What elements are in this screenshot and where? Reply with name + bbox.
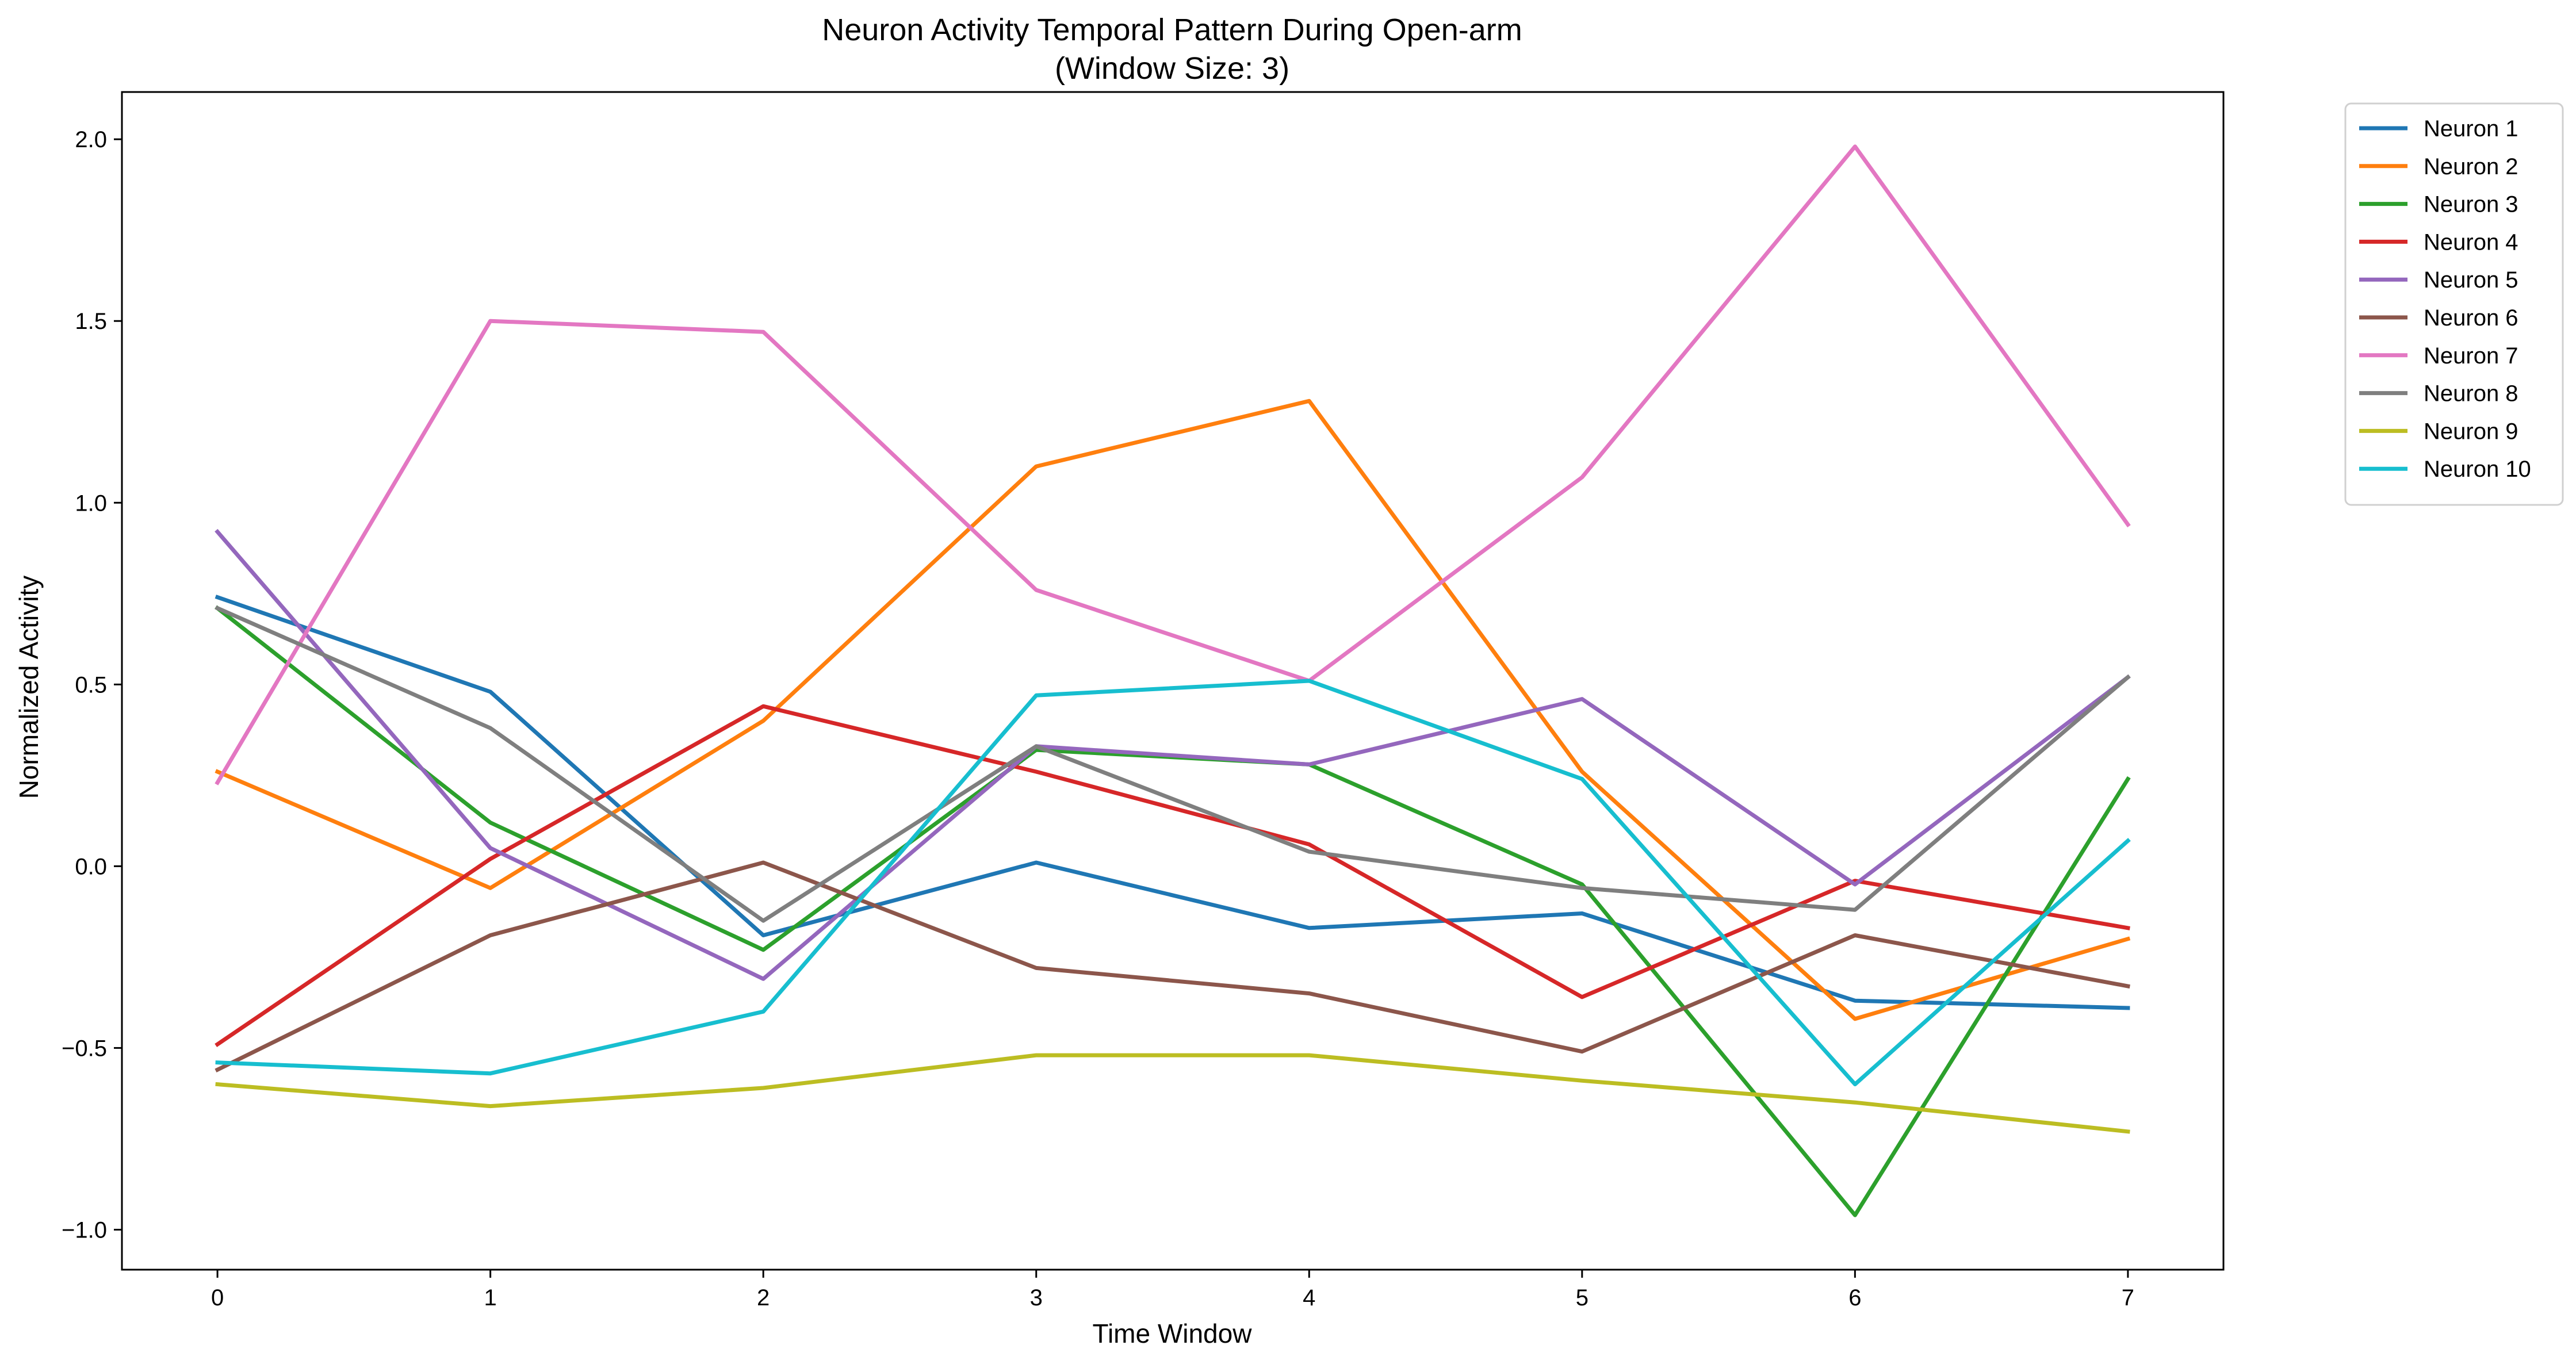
legend: Neuron 1 Neuron 2 Neuron 3 Neuron 4 Neuron 5…	[2344, 102, 2564, 506]
y-tick-label: 0.0	[75, 854, 107, 879]
series-line-neuron-8	[215, 605, 2131, 923]
x-tick-label: 1	[484, 1285, 497, 1310]
y-tick-label: 0.5	[75, 672, 107, 698]
series-line-neuron-2	[215, 398, 2131, 1021]
series-line-neuron-6	[215, 860, 2130, 1072]
series-line-neuron-10	[215, 679, 2131, 1087]
y-tick-label: 2.0	[75, 127, 107, 152]
chart-title: Neuron Activity Temporal Pattern During …	[822, 13, 1522, 47]
legend-entry-label: Neuron 6	[2424, 305, 2518, 331]
x-axis-label: Time Window	[1093, 1319, 1253, 1348]
y-axis-label: Normalized Activity	[14, 576, 44, 799]
y-tick-label: −0.5	[62, 1036, 107, 1061]
legend-entry-label: Neuron 3	[2424, 192, 2518, 217]
series-line-neuron-3	[215, 605, 2131, 1217]
legend-entry-label: Neuron 4	[2424, 229, 2518, 255]
series-line-neuron-7	[215, 144, 2131, 785]
legend-entry-label: Neuron 5	[2424, 267, 2518, 293]
legend-entry-label: Neuron 10	[2424, 457, 2531, 482]
x-tick-label: 4	[1303, 1285, 1315, 1310]
axis-ticks: 0 1 2 3 4 5 6 7 −1.0 −0.5 0.0 0.5 1.0 1.5 2.0	[62, 127, 2134, 1310]
y-tick-label: 1.5	[75, 309, 107, 334]
chart-subtitle: (Window Size: 3)	[1055, 51, 1289, 86]
x-tick-label: 5	[1576, 1285, 1589, 1310]
series-line-neuron-5	[215, 528, 2131, 981]
series-lines	[215, 144, 2131, 1217]
legend-entry-label: Neuron 8	[2424, 381, 2518, 407]
y-tick-label: 1.0	[75, 491, 107, 516]
series-line-neuron-1	[215, 595, 2130, 1010]
plot-area-frame	[121, 91, 2225, 1271]
x-tick-label: 6	[1848, 1285, 1861, 1310]
x-tick-label: 7	[2122, 1285, 2134, 1310]
series-line-neuron-9	[215, 1053, 2130, 1134]
legend-entry-label: Neuron 1	[2424, 116, 2518, 141]
x-tick-label: 2	[757, 1285, 770, 1310]
y-tick-label: −1.0	[62, 1217, 107, 1243]
legend-entry-label: Neuron 2	[2424, 154, 2518, 179]
series-line-neuron-4	[215, 704, 2130, 1047]
x-tick-label: 0	[211, 1285, 224, 1310]
legend-entry-label: Neuron 9	[2424, 419, 2518, 444]
x-tick-label: 3	[1030, 1285, 1043, 1310]
legend-entry-label: Neuron 7	[2424, 343, 2518, 369]
